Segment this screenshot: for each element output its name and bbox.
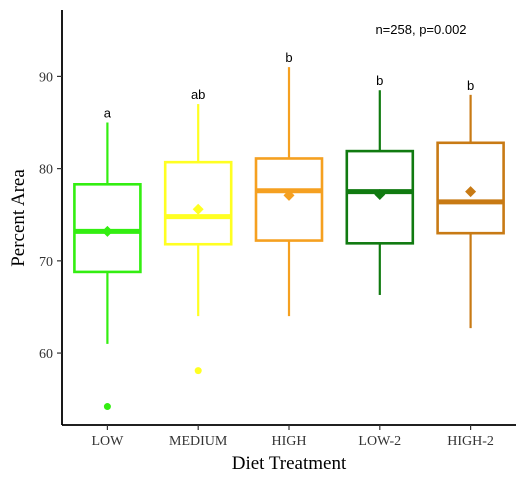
x-tick-label: MEDIUM (169, 434, 228, 449)
significance-label: b (376, 73, 383, 88)
x-axis-ticks: LOW MEDIUM HIGH LOW-2 HIGH-2 (91, 425, 493, 449)
x-tick-label: HIGH (272, 434, 307, 449)
outlier-point (104, 403, 111, 410)
box-group-low-2: b (347, 73, 413, 295)
box-group-medium: ab (165, 87, 231, 374)
significance-label: a (104, 106, 112, 121)
plot-area: a ab b b b (74, 50, 503, 410)
x-axis-title: Diet Treatment (232, 453, 347, 474)
y-tick-label: 90 (39, 70, 53, 85)
box-group-high: b (256, 50, 322, 316)
y-tick-label: 60 (39, 347, 53, 362)
box-group-high-2: b (438, 78, 504, 328)
box-group-low: a (74, 106, 140, 411)
x-tick-label: LOW (91, 434, 124, 449)
y-tick-label: 70 (39, 255, 53, 270)
significance-label: b (285, 50, 292, 65)
y-tick-label: 80 (39, 163, 53, 178)
significance-label: ab (191, 87, 205, 102)
outlier-point (195, 367, 202, 374)
y-axis-title: Percent Area (8, 169, 29, 267)
iqr-box (165, 162, 231, 244)
chart-annotation: n=258, p=0.002 (375, 22, 466, 37)
x-tick-label: LOW-2 (358, 434, 401, 449)
x-tick-label: HIGH-2 (447, 434, 494, 449)
y-axis-ticks: 60 70 80 90 (39, 70, 62, 362)
significance-label: b (467, 78, 474, 93)
